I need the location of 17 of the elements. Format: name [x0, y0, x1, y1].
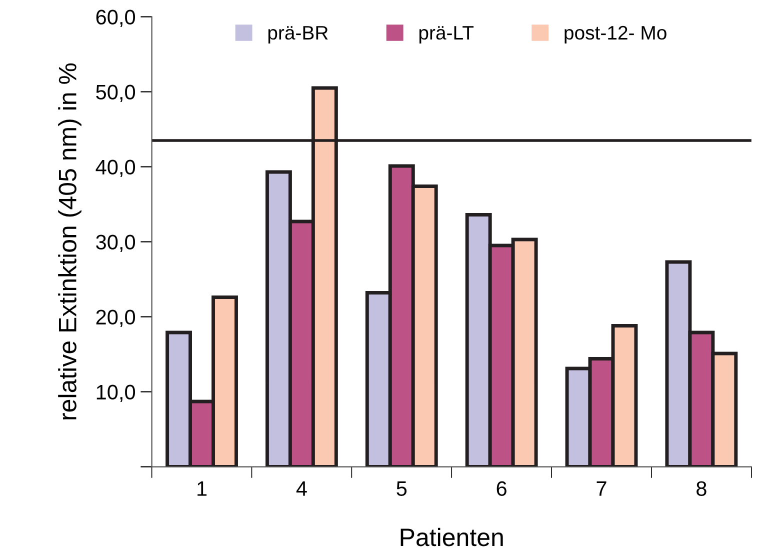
x-axis-title: Patienten: [400, 528, 503, 546]
x-tick-label: 1: [198, 481, 207, 496]
x-tick-label: 7: [596, 481, 606, 496]
y-tick-label: 20,0: [96, 310, 136, 327]
x-tick-label: 4: [296, 481, 307, 496]
y-tick-label: 60,0: [96, 10, 136, 27]
legend-label: prä-BR: [268, 26, 328, 44]
legend-label: post-12- Mo: [564, 26, 666, 44]
y-tick-label: 10,0: [96, 384, 136, 402]
y-tick-label: 40,0: [96, 160, 136, 177]
x-tick-label: 8: [696, 481, 706, 496]
y-axis-title: relative Extinktion (405 nm) in %: [58, 63, 82, 420]
x-tick-label: 6: [496, 481, 506, 496]
legend-label: prä-LT: [419, 26, 474, 44]
y-tick-label: 30,0: [96, 234, 136, 252]
y-tick-label: 50,0: [96, 84, 136, 102]
x-tick-label: 5: [396, 481, 407, 496]
